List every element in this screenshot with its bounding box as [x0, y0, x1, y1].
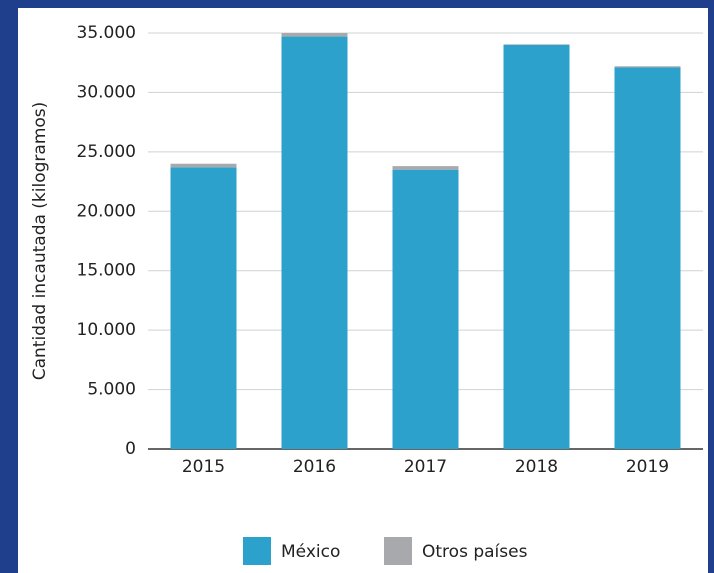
- bar-segment: [614, 66, 681, 68]
- bar-segment: [503, 44, 570, 45]
- x-tick-label: 2018: [515, 457, 558, 477]
- y-tick-label: 5.000: [87, 380, 136, 400]
- y-tick-label: 30.000: [77, 82, 136, 102]
- y-tick-label: 20.000: [77, 201, 136, 221]
- y-tick-label: 15.000: [77, 261, 136, 281]
- y-tick-label: 10.000: [77, 320, 136, 340]
- bar-segment: [281, 33, 348, 37]
- bar-segment: [170, 167, 237, 449]
- legend-label: Otros países: [422, 542, 528, 562]
- x-tick-label: 2017: [404, 457, 447, 477]
- legend-swatch: [243, 537, 271, 565]
- y-tick-label: 35.000: [77, 23, 136, 43]
- y-tick-label: 0: [125, 439, 136, 459]
- bar-segment: [392, 169, 459, 449]
- bar-segment: [392, 166, 459, 170]
- legend-label: México: [281, 542, 340, 562]
- bar-segment: [281, 36, 348, 450]
- x-tick-label: 2015: [182, 457, 225, 477]
- y-tick-label: 25.000: [77, 142, 136, 162]
- x-tick-label: 2016: [293, 457, 336, 477]
- bar-segment: [170, 163, 237, 168]
- x-tick-label: 2019: [626, 457, 669, 477]
- panel: [18, 8, 708, 573]
- bar-segment: [503, 44, 570, 450]
- y-axis-title: Cantidad incautada (kilogramos): [30, 102, 50, 381]
- legend-swatch: [384, 537, 412, 565]
- bar-segment: [614, 67, 681, 450]
